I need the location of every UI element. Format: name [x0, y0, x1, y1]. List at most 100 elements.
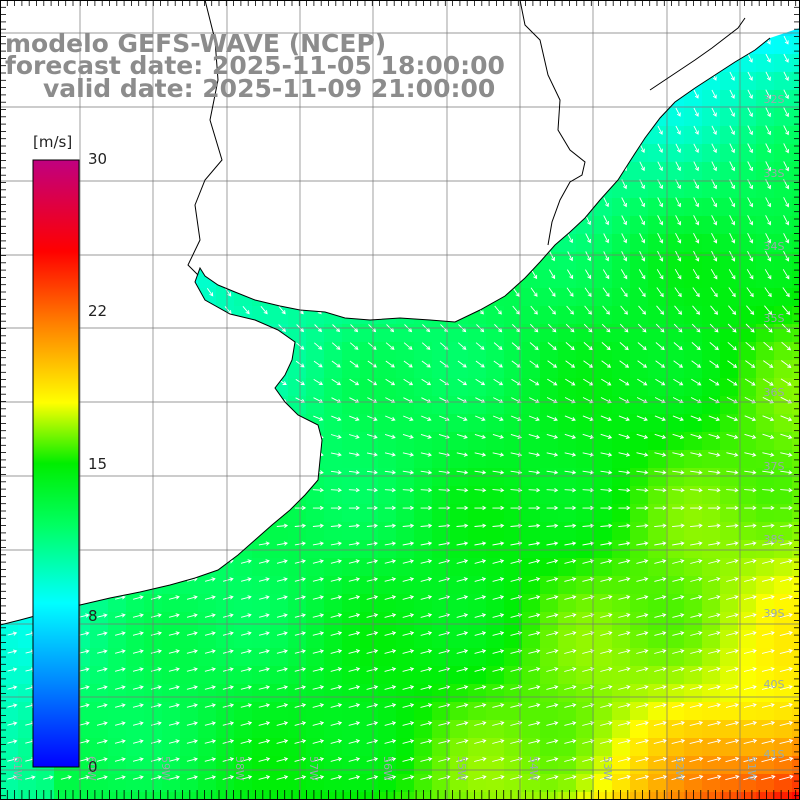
- speed-cell: [180, 630, 199, 649]
- wind-arrow: [601, 360, 612, 368]
- speed-cell: [702, 108, 721, 127]
- wind-arrow: [726, 559, 739, 564]
- speed-cell: [630, 486, 649, 505]
- wind-arrow: [761, 577, 775, 582]
- speed-cell: [612, 450, 631, 469]
- wind-arrow: [348, 452, 360, 457]
- wind-arrow: [657, 215, 664, 226]
- wind-arrow: [708, 631, 721, 636]
- wind-arrow: [675, 143, 681, 153]
- wind-arrow: [726, 577, 739, 582]
- wind-arrow: [260, 306, 268, 315]
- speed-cell: [612, 306, 631, 325]
- wind-arrow: [564, 470, 577, 475]
- wind-arrow: [492, 757, 505, 762]
- speed-cell: [612, 378, 631, 397]
- wind-arrow: [456, 595, 469, 600]
- speed-cell: [702, 522, 721, 541]
- speed-cell: [540, 522, 559, 541]
- speed-cell: [594, 324, 613, 343]
- speed-cell: [324, 450, 343, 469]
- speed-cell: [324, 486, 343, 505]
- speed-cell: [684, 270, 703, 289]
- speed-cell: [324, 360, 343, 379]
- speed-cell: [342, 702, 361, 721]
- speed-cell: [324, 522, 343, 541]
- speed-cell: [612, 252, 631, 271]
- speed-cell: [666, 702, 685, 721]
- wind-arrow: [384, 452, 396, 457]
- wind-arrow: [150, 649, 162, 654]
- wind-arrow: [114, 595, 126, 600]
- wind-arrow: [657, 143, 663, 153]
- speed-cell: [378, 702, 397, 721]
- speed-cell: [792, 630, 800, 649]
- wind-arrow: [726, 488, 739, 493]
- speed-cell: [414, 612, 433, 631]
- wind-arrow: [729, 197, 736, 208]
- speed-cell: [90, 738, 109, 757]
- speed-cell: [162, 666, 181, 685]
- wind-arrow: [564, 613, 577, 618]
- speed-cell: [684, 504, 703, 523]
- speed-cell: [378, 486, 397, 505]
- speed-cell: [18, 684, 37, 703]
- wind-arrow: [761, 667, 775, 672]
- speed-cell: [108, 612, 127, 631]
- speed-cell: [270, 720, 289, 739]
- speed-cell: [126, 738, 145, 757]
- wind-arrow: [743, 720, 758, 727]
- speed-cell: [504, 378, 523, 397]
- wind-arrow: [603, 197, 609, 208]
- speed-cell: [90, 630, 109, 649]
- wind-arrow: [655, 378, 666, 386]
- wind-arrow: [186, 703, 198, 708]
- speed-cell: [792, 126, 800, 145]
- wind-arrow: [384, 577, 397, 582]
- speed-cell: [594, 270, 613, 289]
- wind-arrow: [366, 775, 379, 780]
- speed-cell: [450, 720, 469, 739]
- speed-cell: [432, 504, 451, 523]
- speed-cell: [702, 702, 721, 721]
- wind-arrow: [384, 613, 397, 618]
- wind-arrow: [474, 667, 487, 672]
- wind-arrow: [330, 523, 342, 528]
- wind-arrow: [726, 452, 739, 457]
- title-model: modelo GEFS-WAVE (NCEP): [5, 29, 387, 58]
- wind-arrow: [528, 685, 541, 690]
- wind-arrow: [567, 233, 573, 244]
- wind-arrow: [600, 452, 613, 457]
- speed-cell: [396, 666, 415, 685]
- wind-arrow: [240, 703, 253, 708]
- wind-arrow: [584, 287, 592, 298]
- wind-arrow: [582, 757, 595, 762]
- wind-arrow: [744, 433, 757, 440]
- speed-cell: [720, 108, 739, 127]
- speed-cell: [324, 792, 343, 800]
- speed-cell: [522, 540, 541, 559]
- wind-arrow: [402, 775, 415, 780]
- wind-arrow: [582, 595, 595, 600]
- wind-arrow: [348, 613, 361, 618]
- wind-arrow: [258, 541, 270, 546]
- wind-arrow: [384, 433, 396, 439]
- speed-cell: [432, 522, 451, 541]
- speed-cell: [540, 540, 559, 559]
- speed-cell: [342, 738, 361, 757]
- speed-cell: [720, 720, 739, 739]
- speed-cell: [414, 738, 433, 757]
- wind-arrow: [621, 215, 628, 226]
- wind-arrow: [725, 649, 739, 654]
- speed-cell: [432, 684, 451, 703]
- speed-cell: [558, 360, 577, 379]
- speed-cell: [126, 774, 145, 793]
- wind-arrow: [168, 739, 180, 744]
- speed-cell: [648, 486, 667, 505]
- speed-cell: [198, 738, 217, 757]
- speed-cell: [486, 684, 505, 703]
- wind-arrow: [456, 577, 469, 582]
- latitude-label: 41S: [764, 748, 785, 761]
- speed-cell: [774, 774, 793, 793]
- speed-cell: [414, 558, 433, 577]
